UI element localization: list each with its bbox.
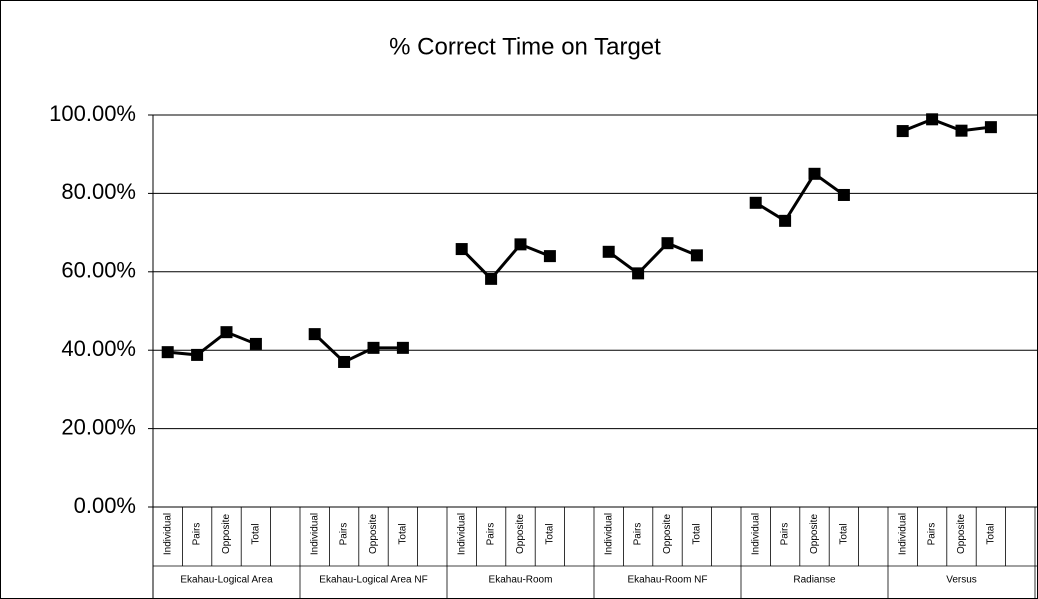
x-tick-label: Total bbox=[692, 523, 703, 544]
x-tick-label: Pairs bbox=[927, 523, 938, 546]
marker bbox=[896, 125, 909, 138]
x-tick-label: Individual bbox=[603, 513, 614, 555]
marker bbox=[808, 167, 821, 180]
marker bbox=[837, 188, 850, 201]
marker bbox=[749, 196, 762, 209]
y-tick-label: 60.00% bbox=[61, 258, 136, 283]
y-tick-label: 80.00% bbox=[61, 179, 136, 204]
marker bbox=[485, 272, 498, 285]
group-label: Versus bbox=[946, 575, 977, 586]
x-tick-label: Total bbox=[839, 523, 850, 544]
marker bbox=[926, 113, 939, 126]
marker bbox=[661, 237, 674, 250]
group-label: Radianse bbox=[793, 575, 836, 586]
x-tick-label: Individual bbox=[750, 513, 761, 555]
marker bbox=[367, 341, 380, 354]
group-label: Ekahau-Logical Area bbox=[180, 575, 273, 586]
marker bbox=[161, 346, 174, 359]
x-tick-label: Individual bbox=[456, 513, 467, 555]
y-tick-label: 0.00% bbox=[74, 493, 136, 518]
x-tick-label: Pairs bbox=[192, 523, 203, 546]
x-tick-label: Opposite bbox=[956, 514, 967, 554]
x-tick-label: Opposite bbox=[368, 514, 379, 554]
marker bbox=[690, 249, 703, 262]
marker bbox=[396, 341, 409, 354]
x-tick-label: Individual bbox=[162, 513, 173, 555]
marker bbox=[338, 355, 351, 368]
x-tick-label: Individual bbox=[309, 513, 320, 555]
x-tick-label: Opposite bbox=[515, 514, 526, 554]
x-tick-label: Individual bbox=[897, 513, 908, 555]
x-tick-label: Total bbox=[398, 523, 409, 544]
x-tick-label: Opposite bbox=[221, 514, 232, 554]
x-tick-label: Total bbox=[251, 523, 262, 544]
group-label: Ekahau-Room bbox=[489, 575, 553, 586]
marker bbox=[984, 121, 997, 134]
x-tick-label: Pairs bbox=[780, 523, 791, 546]
marker bbox=[632, 267, 645, 280]
x-tick-label: Total bbox=[986, 523, 997, 544]
marker bbox=[308, 328, 321, 341]
marker bbox=[220, 326, 233, 339]
marker bbox=[191, 348, 204, 361]
x-tick-label: Opposite bbox=[809, 514, 820, 554]
marker bbox=[602, 245, 615, 258]
marker bbox=[249, 337, 262, 350]
y-tick-label: 20.00% bbox=[61, 414, 136, 439]
x-tick-label: Pairs bbox=[486, 523, 497, 546]
x-tick-label: Pairs bbox=[339, 523, 350, 546]
marker bbox=[955, 124, 968, 137]
marker bbox=[514, 238, 527, 251]
group-label: Ekahau-Room NF bbox=[627, 575, 707, 586]
x-tick-label: Pairs bbox=[633, 523, 644, 546]
chart-title: % Correct Time on Target bbox=[389, 33, 661, 60]
marker bbox=[455, 243, 468, 256]
group-label: Ekahau-Logical Area NF bbox=[319, 575, 427, 586]
x-tick-label: Opposite bbox=[662, 514, 673, 554]
x-tick-label: Total bbox=[545, 523, 556, 544]
marker bbox=[779, 214, 792, 227]
y-tick-label: 100.00% bbox=[49, 101, 136, 126]
marker bbox=[543, 250, 556, 263]
series-line bbox=[167, 117, 992, 364]
y-tick-label: 40.00% bbox=[61, 336, 136, 361]
